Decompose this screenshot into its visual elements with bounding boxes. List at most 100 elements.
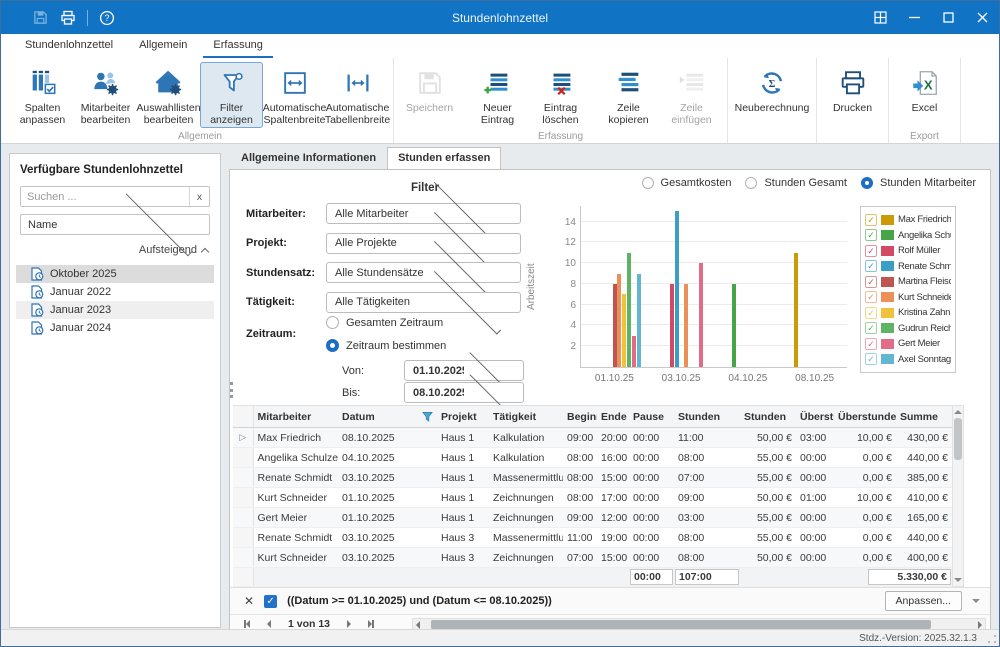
cell-berstunden[interactable]: 00:00 [796,467,834,488]
cell-mitarbeiter[interactable]: Kurt Schneider [253,547,338,568]
close-button[interactable] [965,1,999,34]
column-header-beginn-5[interactable]: Beginn [563,405,597,428]
cell-t-tigkeit[interactable]: Zeichnungen [489,507,563,528]
filter-anzeigen-button[interactable]: Filter anzeigen [200,62,263,128]
table-row[interactable]: Renate Schmidt 03.10.2025 Haus 3 Massenermi… [233,527,952,548]
scroll-down-icon[interactable] [954,578,962,582]
radio-zeitraum-bestimmen[interactable]: Zeitraum bestimmen [326,339,446,352]
legend-checkbox[interactable]: ✓ [865,213,877,226]
projektdropdown[interactable]: Alle Projekte [326,207,521,276]
remove-filter-icon[interactable]: ✕ [244,594,255,608]
cell-berstunden[interactable]: 0,00 € [834,527,896,548]
menu-tab-stundenlohnzettel[interactable]: Stundenlohnzettel [25,39,114,51]
cell-mitarbeiter[interactable]: Renate Schmidt [253,527,338,548]
sheet-item-januar-2022[interactable]: Januar 2022 [16,283,214,301]
sheet-item-januar-2023[interactable]: Januar 2023 [16,301,214,319]
cell-beginn[interactable]: 09:00 [563,427,597,448]
legend-checkbox[interactable]: ✓ [865,353,877,366]
cell-beginn[interactable]: 08:00 [563,447,597,468]
legend-checkbox[interactable]: ✓ [865,291,877,304]
cell-beginn[interactable]: 09:00 [563,507,597,528]
row-indicator[interactable] [233,507,254,528]
table-row[interactable]: ▷ Max Friedrich 08.10.2025 Haus 1 Kalkulatio… [233,427,952,448]
von-date-dropdown[interactable]: 01.10.2025 [404,348,524,390]
resize-grip[interactable] [987,634,997,644]
cell-pause[interactable]: 00:00 [629,467,674,488]
cell-mitarbeiter[interactable]: Kurt Schneider [253,487,338,508]
cell-ende[interactable]: 12:00 [597,507,629,528]
cell-projekt[interactable]: Haus 3 [437,527,489,548]
cell-berstunden[interactable]: 0,00 € [834,507,896,528]
scroll-up-icon[interactable] [954,410,962,414]
table-row[interactable]: Renate Schmidt 03.10.2025 Haus 1 Massenermi… [233,467,952,488]
cell-berstunden[interactable]: 00:00 [796,447,834,468]
next-page-button[interactable] [338,615,360,632]
mitarbeiter-bearbeiten-button[interactable]: Mitarbeiter bearbeiten [74,62,137,128]
filter-enabled-checkbox[interactable]: ✓ [264,594,278,608]
table-row[interactable]: Gert Meier 01.10.2025 Haus 1 Zeichnungen 09:… [233,507,952,528]
cell-stunden[interactable]: 11:00 [674,427,740,448]
cell-stunden[interactable]: 55,00 € [740,447,796,468]
cell-stunden[interactable]: 08:00 [674,527,740,548]
column-header-mitarbeiter-1[interactable]: Mitarbeiter [253,405,338,428]
table-row[interactable]: Kurt Schneider 03.10.2025 Haus 3 Zeichnunge… [233,547,952,568]
cell-berstunden[interactable]: 0,00 € [834,467,896,488]
expand-row-icon[interactable]: ▷ [233,427,254,448]
legend-checkbox[interactable]: ✓ [865,260,877,273]
cell-summe[interactable]: 440,00 € [896,447,952,468]
column-header-pause-7[interactable]: Pause [629,405,674,428]
cell-ende[interactable]: 19:00 [597,527,629,548]
cell-ende[interactable]: 15:00 [597,547,629,568]
cell-mitarbeiter[interactable]: Max Friedrich [253,427,338,448]
cell-t-tigkeit[interactable]: Zeichnungen [489,487,563,508]
column-header-berstunden-10[interactable]: Überstunden [796,405,834,428]
cell-beginn[interactable]: 08:00 [563,467,597,488]
cell-pause[interactable]: 00:00 [629,507,674,528]
cell-datum[interactable]: 01.10.2025 [338,487,437,508]
cell-beginn[interactable]: 11:00 [563,527,597,548]
chart-mode-stunden-mitarbeiter[interactable]: Stunden Mitarbeiter [861,177,976,189]
radio-icon[interactable] [641,177,654,189]
save-icon[interactable] [31,9,49,27]
radio-icon[interactable] [326,316,339,329]
cell-datum[interactable]: 04.10.2025 [338,447,437,468]
radio-gesamten-zeitraum[interactable]: Gesamten Zeitraum [326,316,446,329]
sheet-item-oktober-2025[interactable]: Oktober 2025 [16,265,214,283]
minimize-button[interactable] [897,1,931,34]
cell-stunden[interactable]: 08:00 [674,447,740,468]
bis-date-dropdown[interactable]: 08.10.2025 [404,370,524,412]
cell-pause[interactable]: 00:00 [629,427,674,448]
scrollbar-thumb[interactable] [431,620,931,629]
sheet-item-januar-2024[interactable]: Januar 2024 [16,319,214,337]
t-tigkeitdropdown[interactable]: Alle Tätigkeiten [326,266,521,335]
table-row[interactable]: Kurt Schneider 01.10.2025 Haus 1 Zeichnunge… [233,487,952,508]
cell-stunden[interactable]: 55,00 € [740,527,796,548]
radio-icon[interactable] [745,177,758,189]
radio-icon[interactable] [861,177,873,189]
cell-projekt[interactable]: Haus 3 [437,547,489,568]
menu-tab-allgemein[interactable]: Allgemein [139,39,188,51]
eintrag-l-schen-button[interactable]: Eintrag löschen [529,62,592,128]
column-header-projekt-3[interactable]: Projekt [437,405,489,428]
cell-ende[interactable]: 17:00 [597,487,629,508]
cell-summe[interactable]: 440,00 € [896,527,952,548]
cell-berstunden[interactable]: 0,00 € [834,547,896,568]
cell-projekt[interactable]: Haus 1 [437,507,489,528]
chart-mode-gesamtkosten[interactable]: Gesamtkosten [641,177,731,189]
zeile-kopieren-button[interactable]: Zeile kopieren [597,62,660,128]
cell-berstunden[interactable]: 10,00 € [834,427,896,448]
cell-datum[interactable]: 03.10.2025 [338,527,437,548]
neuer-eintrag-button[interactable]: Neuer Eintrag [466,62,529,128]
row-indicator[interactable] [233,467,254,488]
row-indicator[interactable] [233,527,254,548]
cell-mitarbeiter[interactable]: Angelika Schulze [253,447,338,468]
menu-tab-erfassung[interactable]: Erfassung [203,35,273,58]
spalten-anpassen-button[interactable]: Spalten anpassen [11,62,74,128]
automatische-tabellenbreite-button[interactable]: Automatische Tabellenbreite [325,62,390,128]
column-header-summe-12[interactable]: Summe [896,405,952,428]
cell-datum[interactable]: 08.10.2025 [338,427,437,448]
ribbon-toggle-icon[interactable] [863,1,897,34]
cell-berstunden[interactable]: 00:00 [796,507,834,528]
cell-summe[interactable]: 385,00 € [896,467,952,488]
cell-stunden[interactable]: 08:00 [674,547,740,568]
